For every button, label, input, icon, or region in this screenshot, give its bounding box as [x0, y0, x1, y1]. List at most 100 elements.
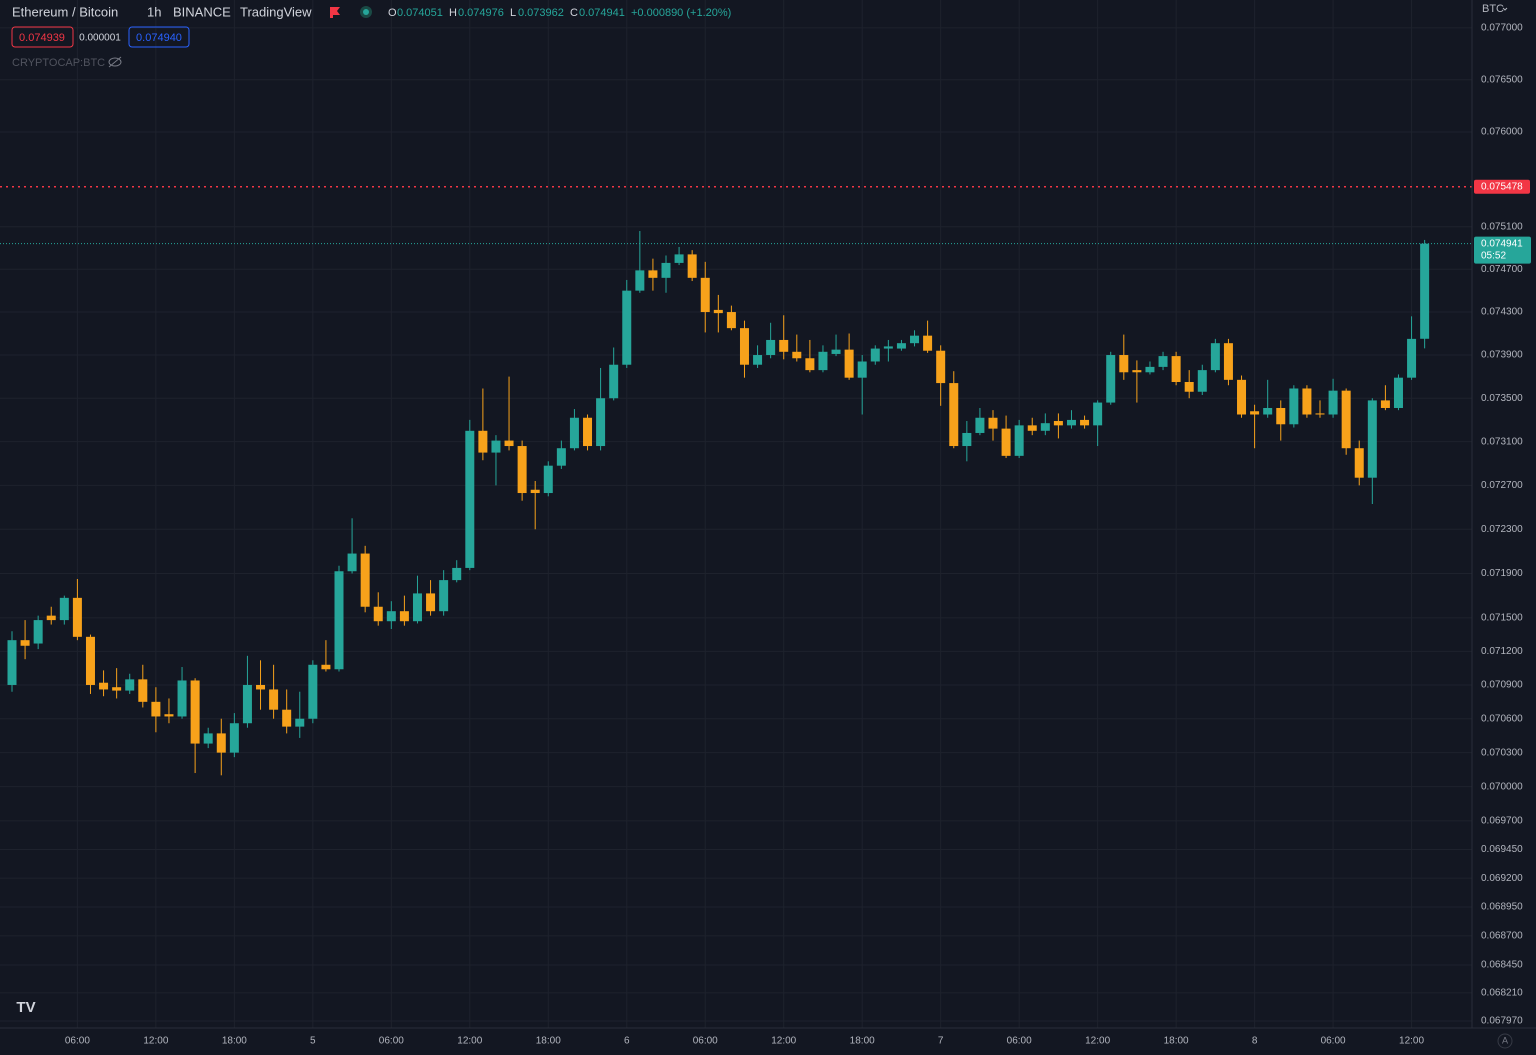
candle-body [1328, 390, 1338, 415]
candle-body [347, 553, 357, 572]
candle-body [373, 606, 383, 622]
hidden-icon[interactable] [108, 56, 122, 68]
candle-body [700, 277, 710, 313]
candle-body [321, 664, 331, 670]
close-value: 0.074941 [579, 7, 625, 19]
bid-box[interactable] [11, 26, 74, 48]
ask: 0.074940 [136, 32, 182, 44]
grid [0, 0, 1472, 1028]
y-tick-label: 0.072300 [1481, 524, 1523, 535]
change: +0.000890 (+1.20%) [631, 7, 731, 19]
candle-body [399, 611, 409, 622]
candle-body [556, 448, 566, 466]
x-tick-label: 8 [1252, 1036, 1258, 1047]
candle-body [870, 348, 880, 362]
candle-body [33, 620, 43, 644]
candle-body [269, 689, 279, 710]
x-tick-label: 18:00 [850, 1036, 875, 1047]
y-tick-label: 0.071200 [1481, 646, 1523, 657]
y-tick-label: 0.068210 [1481, 988, 1523, 999]
y-tick-label: 0.070600 [1481, 713, 1523, 724]
ask-box[interactable] [128, 26, 190, 48]
candle-body [1407, 338, 1417, 378]
candle-body [517, 446, 527, 494]
candle-body [1080, 419, 1090, 426]
candle-body [1276, 407, 1286, 425]
candle-body [530, 489, 540, 494]
low-value: 0.073962 [518, 7, 564, 19]
candle-body [491, 440, 501, 453]
x-tick-label: 06:00 [379, 1036, 404, 1047]
x-tick-label: 18:00 [1164, 1036, 1189, 1047]
auto-label: A [1502, 1035, 1508, 1045]
currency-caret [1502, 7, 1508, 11]
candle-body [439, 580, 449, 612]
candle-body [818, 351, 828, 371]
candle-body [1420, 243, 1430, 339]
y-tick-label: 0.073500 [1481, 393, 1523, 404]
symbol: Ethereum / Bitcoin [12, 4, 118, 19]
candle-body [1393, 377, 1403, 408]
x-tick-label: 06:00 [693, 1036, 718, 1047]
candle-body [661, 262, 671, 278]
flag-icon[interactable] [330, 7, 340, 18]
candle-body [242, 684, 252, 724]
candle-body [988, 417, 998, 429]
x-tick-label: 12:00 [1085, 1036, 1110, 1047]
y-tick-label: 0.070000 [1481, 781, 1523, 792]
candle-body [896, 343, 906, 349]
candle-body [1014, 425, 1024, 456]
candle-body [1289, 388, 1299, 425]
candle-body [713, 309, 723, 314]
candle-body [1380, 400, 1390, 408]
candle-body [805, 358, 815, 371]
price-line-tag [1474, 179, 1530, 194]
candle-body [504, 440, 514, 447]
x-tick-label: 06:00 [1321, 1036, 1346, 1047]
candle-body [190, 680, 200, 744]
candle-body [792, 351, 802, 359]
candle-body [1027, 425, 1037, 431]
y-tick-label: 0.073100 [1481, 436, 1523, 447]
candle-body [1066, 419, 1076, 426]
candle-body [739, 328, 749, 365]
y-tick-label: 0.068450 [1481, 960, 1523, 971]
high-value: 0.074976 [458, 7, 504, 19]
candle-body [112, 687, 122, 691]
candle-body [609, 364, 619, 399]
candle-body [256, 684, 266, 690]
y-tick-label: 0.077000 [1481, 23, 1523, 34]
indicator: CRYPTOCAP:BTC [12, 57, 105, 69]
candle-body [72, 597, 82, 637]
candle-body [412, 593, 422, 622]
axes: 0.077000 0.076500 0.076000 0.075100 0.074700… [65, 23, 1531, 1047]
candle-body [726, 312, 736, 329]
candle-body [1053, 421, 1063, 426]
y-tick-label: 0.076000 [1481, 127, 1523, 138]
candle-body [1354, 448, 1364, 478]
y-tick-label: 0.069200 [1481, 873, 1523, 884]
candle-body [622, 290, 632, 365]
candle-body [923, 335, 933, 351]
candle-body [1132, 370, 1142, 373]
candle-body [229, 723, 239, 753]
candle-body [465, 430, 475, 568]
candle-body [648, 270, 658, 278]
price-line-label: 0.075478 [1481, 181, 1523, 192]
open-value: 0.074051 [397, 7, 443, 19]
close-key: C [570, 7, 578, 19]
candle-body [1197, 370, 1207, 392]
candle-body [962, 432, 972, 447]
candle-body [883, 346, 893, 349]
y-tick-label: 0.075100 [1481, 221, 1523, 232]
auto-button[interactable] [1497, 1033, 1513, 1049]
currency[interactable]: BTC [1482, 3, 1504, 15]
interval: 1h [147, 4, 161, 19]
candle-body [857, 361, 867, 378]
y-tick-label: 0.071500 [1481, 613, 1523, 624]
candle-body [452, 567, 462, 581]
candle-body [1119, 355, 1129, 373]
spread: 0.000001 [79, 33, 121, 44]
